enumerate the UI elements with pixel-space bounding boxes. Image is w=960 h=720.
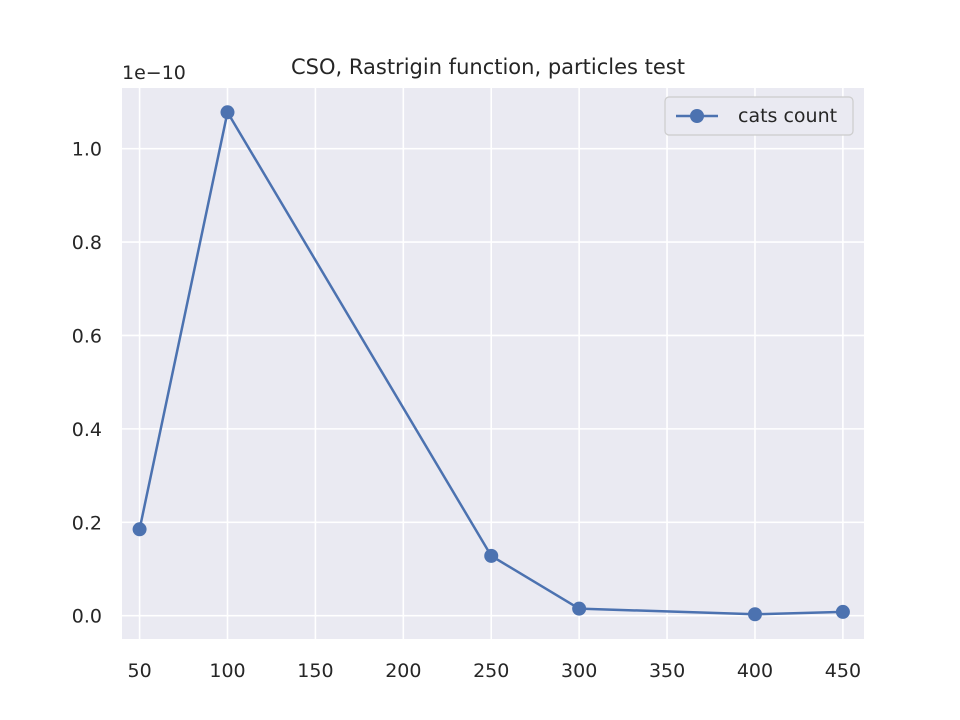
x-axis-ticks: 50 100 150 200 250 300 350 400 450 [127,660,861,682]
x-tick-label: 150 [297,660,333,682]
y-tick-label: 1.0 [72,139,102,161]
x-tick-label: 250 [473,660,509,682]
data-point [132,522,147,537]
series-line [138,111,843,616]
chart-title: CSO, Rastrigin function, particles test [291,55,685,79]
x-tick-label: 350 [649,660,685,682]
data-point [484,548,499,563]
y-tick-label: 0.4 [72,419,102,441]
x-tick-label: 200 [385,660,421,682]
x-tick-label: 450 [825,660,861,682]
y-axis-ticks: 0.0 0.2 0.4 0.6 0.8 1.0 [72,139,102,628]
x-tick-label: 50 [127,660,151,682]
legend: cats count [664,96,854,136]
legend-frame [664,96,854,136]
y-tick-label: 0.8 [72,232,102,254]
y-offset-label: 1e−10 [122,62,186,84]
plot-background [122,88,864,639]
data-point [572,601,587,616]
series-layer [132,105,850,622]
legend-label: cats count [738,105,837,127]
legend-marker [690,109,704,123]
x-tick-label: 100 [209,660,245,682]
y-tick-label: 0.2 [72,512,102,534]
grid [122,88,864,639]
data-point [835,604,850,619]
x-tick-label: 400 [737,660,773,682]
x-tick-label: 300 [561,660,597,682]
data-point [220,105,235,120]
data-point [747,607,762,622]
y-tick-label: 0.6 [72,325,102,347]
y-tick-label: 0.0 [72,606,102,628]
